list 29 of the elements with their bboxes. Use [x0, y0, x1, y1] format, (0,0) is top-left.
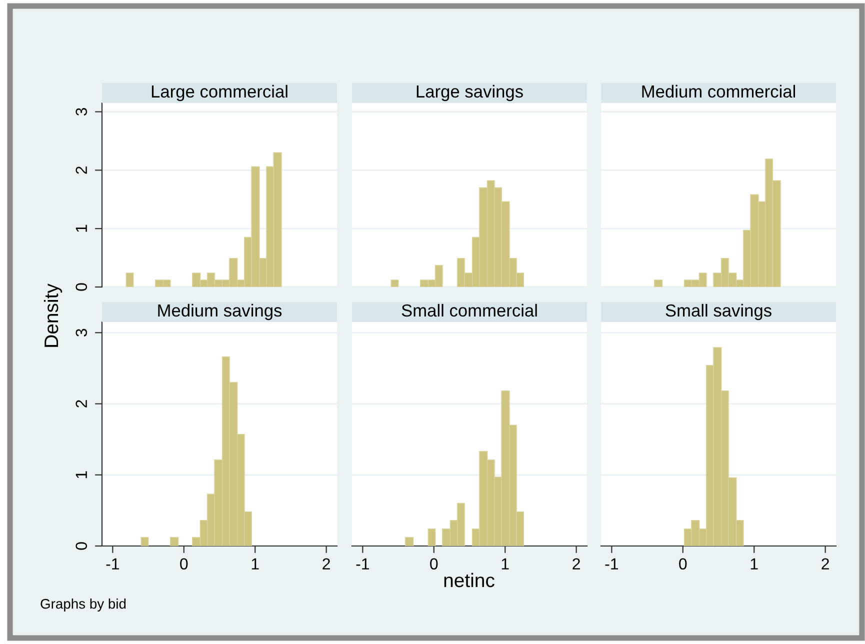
chart-title: Small savings	[666, 304, 772, 320]
x-tick-label: -1	[356, 558, 370, 570]
text: Graphs by bid	[40, 598, 126, 612]
x-tick-label: 1	[252, 558, 259, 570]
x-tick-label: 1	[750, 558, 758, 570]
x-tick-label: -1	[106, 558, 120, 570]
x-tick-label: 2	[572, 558, 580, 570]
chart-title: Medium commercial	[642, 84, 796, 98]
chart-title: Small commercial	[402, 304, 537, 317]
y-tick-label: 3	[76, 108, 88, 116]
y-tick-label: 2	[76, 166, 87, 174]
y-tick-label: 1	[76, 224, 87, 232]
x-tick-label: 0	[679, 558, 687, 570]
x-tick-label: 2	[322, 558, 330, 570]
y-tick-label: 1	[76, 471, 87, 478]
y-tick-label: 2	[76, 400, 87, 408]
x-tick-label: 0	[180, 558, 188, 570]
x-tick-label: -1	[605, 558, 618, 570]
chart-title: Large commercial	[152, 84, 288, 102]
x-tick-label: 2	[822, 558, 829, 570]
y-tick-label: 3	[76, 328, 88, 336]
y-tick-label: 0	[76, 283, 88, 291]
chart-title: Large savings	[416, 84, 523, 102]
x-axis-title: netinc	[444, 572, 494, 588]
x-tick-label: 0	[430, 558, 438, 570]
chart-title: Medium savings	[158, 304, 282, 320]
y-tick-label: 0	[76, 542, 88, 550]
y-axis-title: Density	[44, 284, 62, 347]
x-tick-label: 1	[502, 558, 509, 570]
